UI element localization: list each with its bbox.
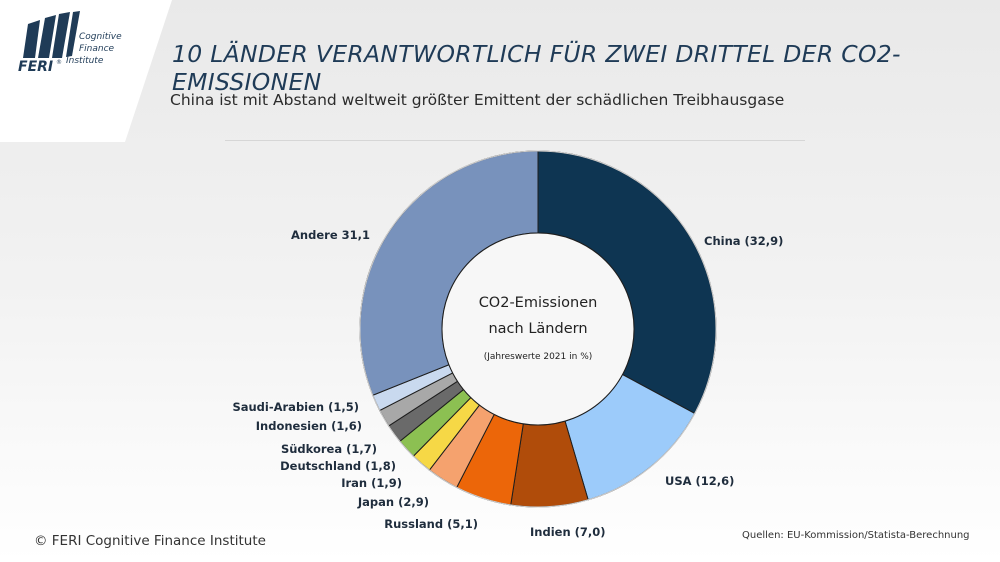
donut-center-title: CO2-Emissionen — [479, 295, 598, 311]
label-usa: USA (12,6) — [665, 474, 734, 488]
logo-line-finance: Finance — [79, 44, 115, 54]
page-subtitle: China ist mit Abstand weltweit größter E… — [170, 91, 785, 109]
label-andere: Andere 31,1 — [291, 228, 370, 242]
label-china: China (32,9) — [704, 234, 783, 248]
donut-slices — [359, 150, 717, 508]
logo-registered: ® — [56, 59, 62, 66]
page-title: 10 LÄNDER VERANTWORTLICH FÜR ZWEI DRITTE… — [172, 40, 901, 96]
label-indonesien: Indonesien (1,6) — [256, 419, 362, 433]
logo-line-institute: Institute — [66, 56, 104, 66]
label-saudi-arabien: Saudi-Arabien (1,5) — [232, 400, 359, 414]
logo-bar-icon — [23, 20, 40, 58]
donut-hole — [441, 232, 635, 426]
label-iran: Iran (1,9) — [341, 476, 402, 490]
source-note: Quellen: EU-Kommission/Statista-Berechnu… — [742, 530, 970, 541]
label-russland: Russland (5,1) — [384, 517, 478, 531]
label-japan: Japan (2,9) — [357, 495, 429, 509]
title-divider — [225, 140, 805, 141]
logo-brand: FERI — [18, 59, 53, 75]
donut-outline — [359, 150, 717, 508]
logo-bar-icon — [52, 12, 70, 58]
logo-line-cognitive: Cognitive — [79, 32, 122, 42]
copyright-footer: © FERI Cognitive Finance Institute — [34, 533, 266, 549]
donut-center-subtitle: nach Ländern — [488, 321, 587, 337]
slice-labels: China (32,9) USA (12,6) Indien (7,0) Russla… — [232, 228, 783, 539]
label-indien: Indien (7,0) — [530, 525, 606, 539]
logo-bar-icon — [38, 15, 56, 58]
label-deutschland: Deutschland (1,8) — [280, 459, 396, 473]
donut-center-note: (Jahreswerte 2021 in %) — [484, 352, 593, 362]
feri-logo-panel: FERI ® Cognitive Finance Institute — [0, 0, 172, 142]
logo-bar-icon — [66, 11, 80, 57]
label-südkorea: Südkorea (1,7) — [281, 442, 377, 456]
